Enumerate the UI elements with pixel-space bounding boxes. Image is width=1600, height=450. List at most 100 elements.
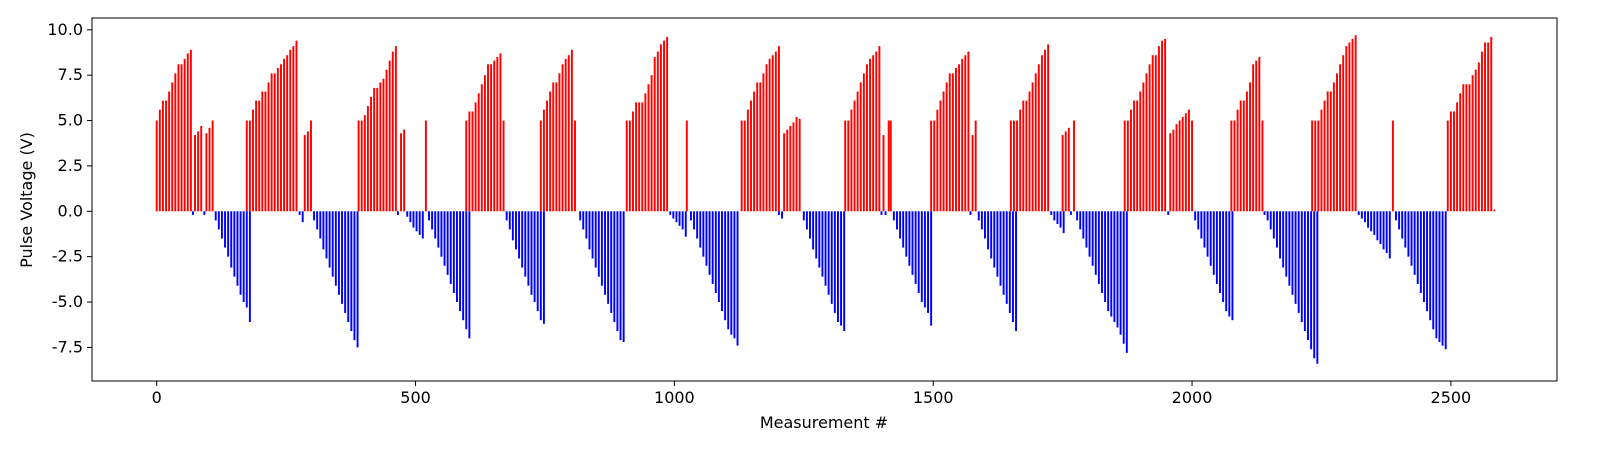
positive-pulse-bar <box>493 60 496 212</box>
positive-pulse-bar <box>872 55 875 212</box>
negative-pulse-bar <box>699 211 702 248</box>
negative-pulse-bar <box>711 211 714 284</box>
negative-pulse-bar <box>1401 211 1404 239</box>
positive-pulse-bar <box>951 73 954 212</box>
negative-pulse-bar <box>833 211 836 313</box>
positive-pulse-bar <box>936 109 939 212</box>
negative-pulse-bar <box>622 211 625 342</box>
positive-pulse-bar <box>856 91 859 212</box>
positive-pulse-bar <box>171 82 174 212</box>
positive-pulse-bar <box>161 100 164 212</box>
positive-pulse-bar <box>289 49 292 212</box>
positive-pulse-bar <box>1332 82 1335 212</box>
negative-pulse-bar <box>1231 211 1234 321</box>
positive-pulse-bar <box>480 84 483 212</box>
negative-pulse-bar <box>1313 211 1316 359</box>
negative-pulse-bar <box>1110 211 1113 317</box>
negative-pulse-bar <box>724 211 727 321</box>
negative-pulse-bar <box>1307 211 1309 341</box>
positive-pulse-bar <box>477 93 480 212</box>
negative-pulse-bar <box>1279 211 1282 259</box>
negative-pulse-bar <box>582 211 585 230</box>
negative-pulse-bar <box>1056 211 1059 225</box>
positive-pulse-bar <box>400 133 403 212</box>
y-tick-label: -2.5 <box>52 247 83 266</box>
negative-pulse-bar <box>322 211 325 250</box>
positive-pulse-bar <box>279 64 282 212</box>
positive-pulse-bar <box>743 120 746 212</box>
positive-pulse-bar <box>1453 111 1455 212</box>
negative-pulse-bar <box>689 211 692 221</box>
negative-pulse-bar <box>613 211 616 323</box>
negative-pulse-bar <box>843 211 846 332</box>
positive-pulse-bar <box>753 91 756 212</box>
negative-pulse-bar <box>409 211 412 223</box>
negative-pulse-bar <box>714 211 717 293</box>
positive-pulse-bar <box>546 100 548 212</box>
positive-pulse-bar <box>391 51 394 212</box>
positive-pulse-bar <box>189 49 192 212</box>
positive-pulse-bar <box>740 120 743 212</box>
positive-pulse-bar <box>574 120 576 212</box>
positive-pulse-bar <box>759 82 762 212</box>
negative-pulse-bar <box>1079 211 1082 230</box>
negative-pulse-bar <box>600 211 603 286</box>
positive-pulse-bar <box>1471 75 1474 212</box>
negative-pulse-bar <box>1419 211 1422 293</box>
y-axis-ticks: -7.5 -5.0 -2.5 0.0 2.5 5.0 7.5 10.0 <box>47 20 92 356</box>
negative-pulse-bar <box>684 211 687 237</box>
positive-pulse-bar <box>948 73 951 212</box>
positive-pulse-bar <box>1133 100 1136 212</box>
negative-pulse-bar <box>996 211 999 277</box>
positive-pulse-bar <box>653 57 656 212</box>
negative-pulse-bar <box>465 211 468 330</box>
negative-pulse-bar <box>597 211 600 277</box>
negative-pulse-bar <box>1395 211 1397 221</box>
positive-pulse-bar <box>939 100 942 212</box>
positive-pulse-bar <box>1339 64 1342 212</box>
negative-pulse-bar <box>830 211 833 304</box>
positive-pulse-bar <box>971 135 974 212</box>
negative-pulse-bar <box>396 211 399 215</box>
negative-pulse-bar <box>1122 211 1125 344</box>
negative-pulse-bar <box>911 211 914 275</box>
negative-pulse-bar <box>908 211 911 266</box>
negative-pulse-bar <box>1316 211 1319 364</box>
negative-pulse-bar <box>334 211 337 286</box>
positive-pulse-bar <box>490 64 493 212</box>
positive-pulse-bar <box>1013 120 1015 212</box>
positive-pulse-bar <box>283 58 286 212</box>
negative-pulse-bar <box>1291 211 1294 295</box>
positive-pulse-bar <box>1154 55 1157 212</box>
positive-pulse-bar <box>1314 120 1317 212</box>
positive-pulse-bar <box>567 55 570 212</box>
positive-pulse-bar <box>1172 129 1175 212</box>
negative-pulse-bar <box>1097 211 1100 284</box>
positive-pulse-bar <box>635 102 638 212</box>
positive-pulse-bar <box>789 125 792 212</box>
positive-pulse-bar <box>1034 73 1037 212</box>
negative-pulse-bar <box>1125 211 1128 353</box>
positive-pulse-bar <box>558 73 561 212</box>
positive-pulse-bar <box>1016 120 1019 212</box>
positive-pulse-bar <box>628 120 631 212</box>
positive-pulse-bar <box>1449 111 1452 212</box>
positive-pulse-bar <box>1311 120 1314 212</box>
negative-pulse-bar <box>702 211 705 257</box>
positive-pulse-bar <box>1037 64 1040 212</box>
negative-pulse-bar <box>1008 211 1011 313</box>
positive-pulse-bar <box>786 129 789 212</box>
negative-pulse-bar <box>230 211 233 268</box>
positive-pulse-bar <box>656 51 659 212</box>
negative-pulse-bar <box>1085 211 1088 248</box>
negative-pulse-bar <box>1116 211 1119 328</box>
negative-pulse-bar <box>969 211 972 215</box>
negative-pulse-bar <box>539 211 542 321</box>
positive-pulse-bar <box>487 64 489 212</box>
negative-pulse-bar <box>693 211 696 230</box>
negative-pulse-bar <box>1011 211 1014 323</box>
positive-pulse-bar <box>1157 46 1160 212</box>
positive-pulse-bar <box>1446 120 1449 212</box>
negative-pulse-bar <box>1357 211 1360 215</box>
negative-pulse-bar <box>1015 211 1017 332</box>
